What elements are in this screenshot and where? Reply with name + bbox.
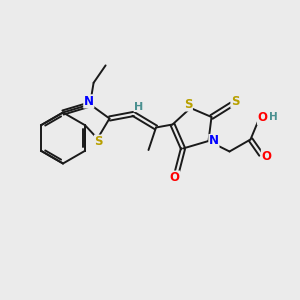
Text: N: N [209,134,219,148]
Text: S: S [94,135,103,148]
Text: H: H [134,101,143,112]
Text: S: S [184,98,192,111]
Text: O: O [169,171,180,184]
Text: S: S [231,95,239,108]
Text: O: O [261,149,272,163]
Text: N: N [84,95,94,108]
Text: H: H [269,112,278,122]
Text: O: O [257,111,268,124]
